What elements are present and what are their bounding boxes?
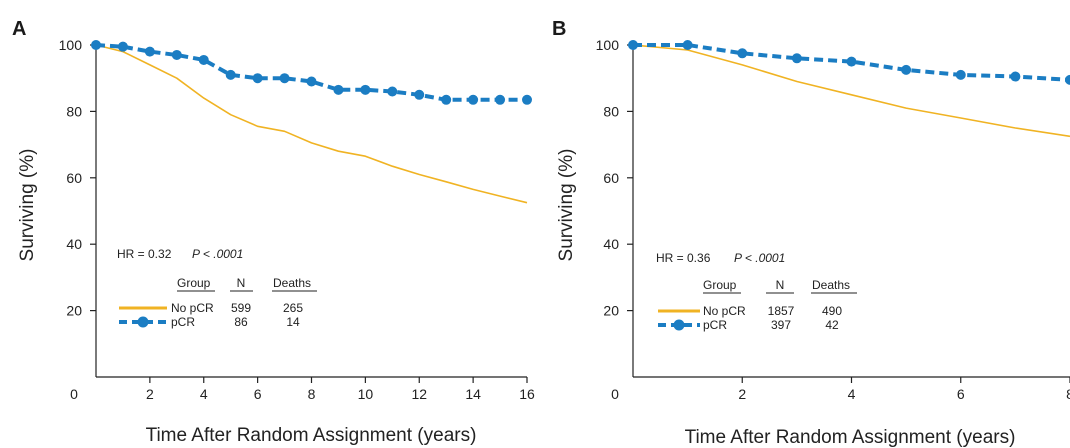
legend-header-group-a: Group [177, 276, 211, 290]
data-point-pcr-a-16 [522, 94, 532, 105]
legend-marker-pcr-a [137, 316, 149, 328]
legend-header-n-b: N [776, 278, 785, 292]
legend-series-name-no-pcr-b: No pCR [703, 304, 746, 318]
data-point-pcr-a-9 [333, 84, 344, 95]
legend-a: HR = 0.32 P < .0001 Group N Deaths No pC… [117, 247, 317, 329]
y-ticks-a: 20 40 60 80 100 [59, 37, 96, 319]
data-point-pcr-a-3 [171, 49, 182, 60]
data-point-pcr-a-6 [252, 73, 263, 84]
y-tick-label-a-80: 80 [66, 103, 82, 119]
data-point-pcr-a-0 [91, 40, 101, 50]
data-point-pcr-a-2 [144, 46, 155, 57]
series-b [628, 40, 1070, 138]
series-line-pcr-a [95, 43, 527, 102]
x-tick-label-a-12: 12 [411, 386, 427, 402]
data-point-pcr-b-1 [682, 40, 693, 50]
panel-letter-a: A [12, 18, 26, 40]
legend-header-deaths-b: Deaths [812, 278, 850, 292]
legend-header-deaths-a: Deaths [273, 276, 311, 290]
data-point-pcr-b-6 [955, 69, 966, 80]
legend-series-name-pcr-b: pCR [703, 318, 727, 332]
data-point-pcr-b-2 [737, 48, 748, 59]
panel-a: A Surviving (%) Time After Random Assign… [12, 18, 535, 446]
x-tick-label-a-14: 14 [465, 386, 481, 402]
data-point-pcr-a-10 [360, 84, 371, 95]
y-axis-label-b: Surviving (%) [556, 149, 577, 262]
data-point-pcr-b-3 [791, 53, 802, 64]
hr-text-b: HR = 0.36 [656, 251, 711, 265]
data-point-pcr-a-5 [225, 69, 236, 80]
y-tick-label-b-80: 80 [603, 103, 619, 119]
legend-series-name-pcr-a: pCR [171, 315, 195, 329]
y-tick-label-a-20: 20 [66, 303, 82, 319]
legend-marker-pcr-b [673, 319, 685, 331]
x-tick-label-a-4: 4 [200, 386, 208, 402]
p-value-b: P < .0001 [734, 251, 785, 265]
x-tick-label-a-10: 10 [358, 386, 374, 402]
y-tick-label-a-100: 100 [59, 37, 83, 53]
data-point-pcr-a-1 [117, 41, 128, 52]
data-point-pcr-b-8 [1065, 74, 1070, 85]
x-axis-label-b: Time After Random Assignment (years) [685, 427, 1016, 448]
data-point-pcr-a-4 [198, 54, 209, 65]
x-tick-label-a-8: 8 [308, 386, 316, 402]
legend-n-pcr-a: 86 [234, 315, 248, 329]
legend-header-group-b: Group [703, 278, 737, 292]
legend-series-name-no-pcr-a: No pCR [171, 301, 214, 315]
hr-text-a: HR = 0.32 [117, 247, 172, 261]
legend-n-pcr-b: 397 [771, 318, 791, 332]
y-tick-label-b-60: 60 [603, 170, 619, 186]
legend-deaths-no-pcr-b: 490 [822, 304, 842, 318]
data-point-pcr-a-14 [468, 94, 479, 105]
series-line-no-pcr-b [632, 44, 1070, 138]
y-tick-label-a-40: 40 [66, 236, 82, 252]
legend-header-n-a: N [237, 276, 246, 290]
legend-n-no-pcr-b: 1857 [768, 304, 795, 318]
x-ticks-b: 2 4 6 8 [738, 377, 1070, 402]
data-point-pcr-b-0 [628, 40, 638, 50]
origin-label-b: 0 [611, 386, 619, 402]
data-point-pcr-b-5 [901, 64, 912, 75]
x-tick-label-b-8: 8 [1066, 386, 1070, 402]
y-axis-label-a: Surviving (%) [17, 149, 38, 262]
data-point-pcr-a-7 [279, 73, 290, 84]
data-point-pcr-b-7 [1010, 71, 1021, 82]
x-tick-label-b-6: 6 [957, 386, 965, 402]
legend-n-no-pcr-a: 599 [231, 301, 251, 315]
data-point-pcr-a-13 [441, 94, 452, 105]
y-tick-label-b-20: 20 [603, 303, 619, 319]
data-point-pcr-a-11 [387, 86, 398, 97]
legend-deaths-pcr-b: 42 [825, 318, 839, 332]
data-point-pcr-a-12 [414, 89, 425, 100]
x-tick-label-a-2: 2 [146, 386, 154, 402]
x-tick-label-b-4: 4 [848, 386, 856, 402]
x-tick-label-b-2: 2 [738, 386, 746, 402]
p-value-a: P < .0001 [192, 247, 243, 261]
series-a [91, 40, 532, 204]
legend-b: HR = 0.36 P < .0001 Group N Deaths No pC… [656, 251, 857, 332]
series-line-no-pcr-a [95, 44, 528, 204]
x-axis-label-a: Time After Random Assignment (years) [146, 425, 477, 446]
series-line-pcr-b [633, 43, 1070, 82]
x-tick-label-a-6: 6 [254, 386, 262, 402]
y-tick-label-b-100: 100 [596, 37, 620, 53]
data-point-pcr-a-8 [306, 76, 317, 87]
legend-deaths-no-pcr-a: 265 [283, 301, 303, 315]
y-tick-label-a-60: 60 [66, 170, 82, 186]
y-tick-label-b-40: 40 [603, 236, 619, 252]
data-point-pcr-a-15 [495, 94, 506, 105]
data-point-pcr-b-4 [846, 56, 857, 67]
x-tick-label-a-16: 16 [519, 386, 535, 402]
x-ticks-a: 2 4 6 8 10 12 14 16 [146, 377, 535, 402]
origin-label-a: 0 [70, 386, 78, 402]
panel-letter-b: B [552, 18, 566, 40]
panel-b: B Surviving (%) Time After Random Assign… [552, 18, 1070, 448]
legend-deaths-pcr-a: 14 [286, 315, 300, 329]
y-ticks-b: 20 40 60 80 100 [596, 37, 633, 319]
